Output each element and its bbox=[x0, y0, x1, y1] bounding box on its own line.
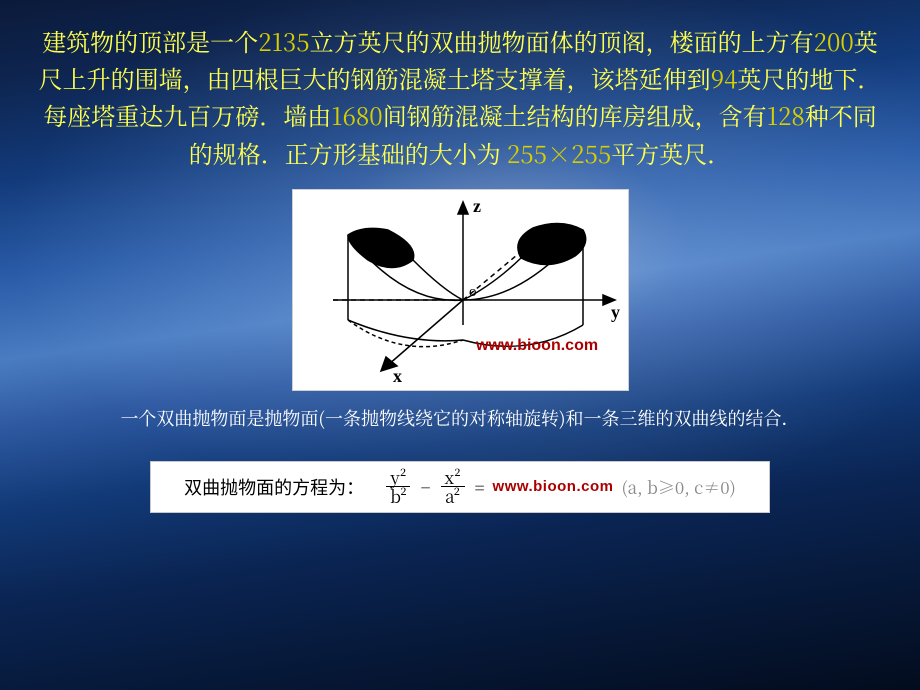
equation-tail: (a, b≥0, c≠0) bbox=[621, 474, 735, 499]
fraction-y2-b2: y² b² bbox=[386, 468, 410, 506]
equation-label: 双曲抛物面的方程为： bbox=[184, 474, 364, 500]
axis-x-label: x bbox=[393, 366, 402, 386]
fraction-x2-a2: x² a² bbox=[441, 468, 465, 506]
minus-sign: − bbox=[421, 474, 431, 499]
seg-num: 1680 bbox=[331, 97, 382, 132]
origin-label: o bbox=[469, 284, 477, 300]
main-paragraph: 建筑物的顶部是一个2135立方英尺的双曲抛物面体的顶阁，楼面的上方有200英尺上… bbox=[34, 22, 886, 171]
slide: 建筑物的顶部是一个2135立方英尺的双曲抛物面体的顶阁，楼面的上方有200英尺上… bbox=[0, 0, 920, 690]
equation-box: 双曲抛物面的方程为： y² b² − x² a² = www.bioon.com… bbox=[150, 461, 770, 513]
equation-watermark: www.bioon.com bbox=[493, 478, 614, 495]
seg-num: 128 bbox=[767, 97, 805, 132]
axis-y-label: y bbox=[611, 302, 620, 322]
axis-z-label: z bbox=[473, 196, 481, 216]
diagram-watermark: www.bioon.com bbox=[475, 337, 598, 354]
seg-num: 2135 bbox=[258, 23, 309, 58]
equals-sign: = bbox=[475, 474, 485, 499]
seg-num: 200 bbox=[814, 23, 854, 58]
seg: 平方英尺． bbox=[611, 135, 731, 170]
seg: 立方英尺的双曲抛物面体的顶阁，楼面的上方有 bbox=[310, 23, 814, 58]
hyperbolic-paraboloid-diagram: z y x o www.bioon.com bbox=[292, 189, 629, 391]
seg-num: 94 bbox=[711, 60, 738, 95]
seg-num: 255×255 bbox=[507, 135, 611, 170]
diagram-caption: 一个双曲抛物面是抛物面(一条抛物线绕它的对称轴旋转)和一条三维的双曲线的结合． bbox=[34, 405, 886, 431]
seg: 间钢筋混凝土结构的库房组成，含有 bbox=[383, 97, 767, 132]
seg: 建筑物的顶部是一个 bbox=[42, 23, 258, 58]
